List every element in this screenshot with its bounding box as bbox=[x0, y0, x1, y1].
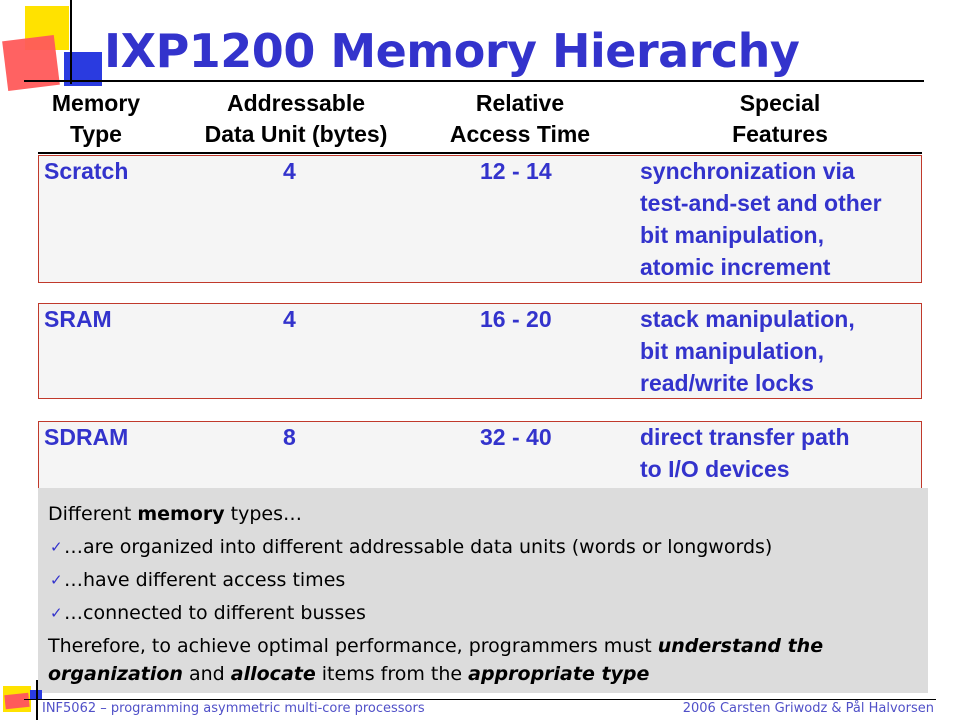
decor-red-square-small bbox=[4, 692, 30, 710]
cell-memory-type: SRAM bbox=[44, 306, 112, 332]
note-conclusion: Therefore, to achieve optimal performanc… bbox=[48, 635, 824, 685]
slide-title: IXP1200 Memory Hierarchy bbox=[104, 24, 800, 78]
cell-features: stack manipulation, bit manipulation, re… bbox=[640, 306, 855, 396]
decor-vertical-line bbox=[70, 0, 72, 84]
list-item: ✓…connected to different busses bbox=[48, 597, 928, 630]
cell-data-unit: 4 bbox=[283, 158, 296, 184]
checkmark-icon: ✓ bbox=[50, 538, 63, 556]
cell-data-unit: 4 bbox=[283, 306, 296, 332]
footer-authors: 2006 Carsten Griwodz & Pål Halvorsen bbox=[682, 701, 934, 716]
title-underline bbox=[24, 80, 924, 82]
cell-features: direct transfer path to I/O devices bbox=[640, 424, 850, 482]
cell-features: synchronization via test-and-set and oth… bbox=[640, 158, 882, 280]
cell-access-time: 12 - 14 bbox=[480, 158, 552, 184]
cell-access-time: 16 - 20 bbox=[480, 306, 552, 332]
decor-vertical-line-small bbox=[36, 680, 38, 720]
cell-access-time: 32 - 40 bbox=[480, 424, 552, 450]
checkmark-icon: ✓ bbox=[50, 604, 63, 622]
column-header-access-time: Relative Access Time bbox=[449, 90, 591, 147]
column-header-features: Special Features bbox=[732, 90, 828, 147]
table-row-sram: SRAM 4 16 - 20 stack manipulation, bit m… bbox=[38, 303, 922, 399]
cell-data-unit: 8 bbox=[283, 424, 296, 450]
checkmark-icon: ✓ bbox=[50, 571, 63, 589]
list-item: ✓…are organized into different addressab… bbox=[48, 531, 928, 564]
cell-memory-type: Scratch bbox=[44, 158, 129, 184]
footer-course: INF5062 – programming asymmetric multi-c… bbox=[42, 701, 425, 716]
column-header-data-unit: Addressable Data Unit (bytes) bbox=[204, 90, 388, 147]
header-divider bbox=[38, 152, 922, 154]
column-header-memory-type: Memory Type bbox=[51, 90, 141, 147]
list-item: ✓…have different access times bbox=[48, 564, 928, 597]
cell-memory-type: SDRAM bbox=[44, 424, 129, 450]
note-intro: Different memory types… bbox=[48, 503, 302, 525]
decor-red-square bbox=[2, 35, 60, 91]
footer-divider bbox=[24, 699, 936, 700]
table-row-scratch: Scratch 4 12 - 14 synchronization via te… bbox=[38, 155, 922, 283]
summary-note-box: Different memory types… ✓…are organized … bbox=[38, 488, 928, 693]
table-row-sdram: SDRAM 8 32 - 40 direct transfer path to … bbox=[38, 421, 922, 491]
